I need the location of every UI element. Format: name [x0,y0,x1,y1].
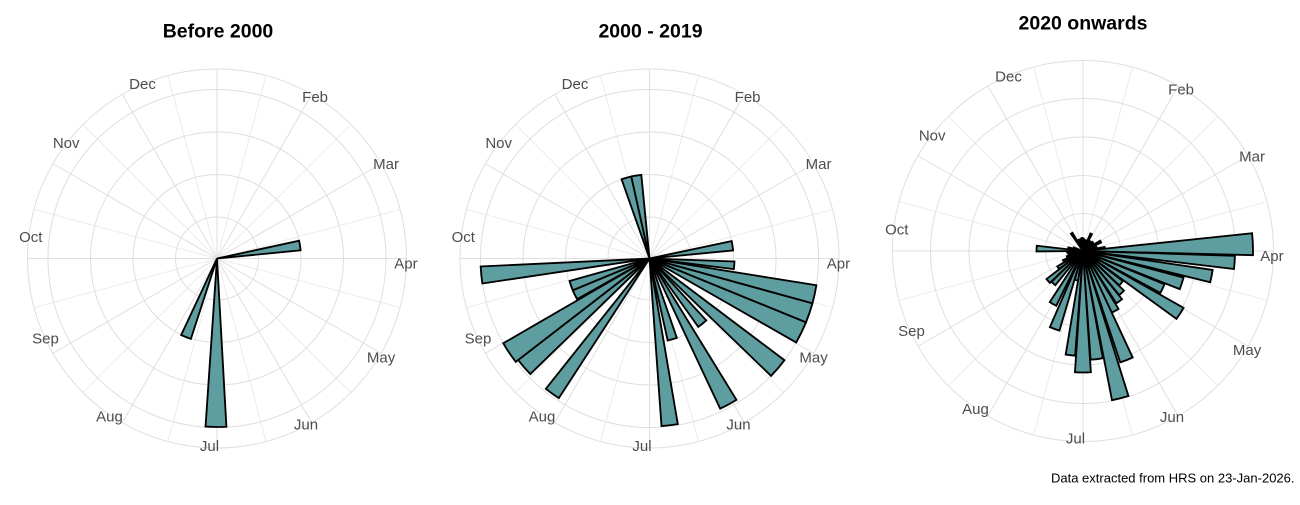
svg-text:Feb: Feb [735,89,761,106]
svg-text:Mar: Mar [373,156,399,173]
svg-text:Sep: Sep [465,331,492,348]
svg-text:Nov: Nov [919,128,946,145]
svg-text:Mar: Mar [806,156,832,173]
svg-text:Aug: Aug [962,401,989,418]
svg-text:Dec: Dec [995,68,1022,85]
svg-text:Aug: Aug [529,408,556,425]
svg-text:May: May [1233,342,1262,359]
svg-text:Mar: Mar [1239,148,1265,165]
svg-text:Jun: Jun [726,417,750,434]
svg-text:Dec: Dec [129,76,156,93]
svg-text:Jun: Jun [294,417,318,434]
svg-text:May: May [367,350,396,367]
svg-text:Jul: Jul [1066,431,1085,448]
svg-text:Feb: Feb [302,89,328,106]
svg-text:2000 - 2019: 2000 - 2019 [598,21,702,43]
svg-text:Sep: Sep [898,323,925,340]
svg-text:Feb: Feb [1168,81,1194,98]
svg-text:Oct: Oct [885,221,909,238]
svg-text:Sep: Sep [32,331,59,348]
svg-text:Apr: Apr [394,256,417,273]
svg-text:2020 onwards: 2020 onwards [1019,13,1148,35]
svg-text:Jul: Jul [200,438,219,455]
svg-text:Jun: Jun [1160,409,1184,426]
svg-text:Apr: Apr [827,256,850,273]
svg-text:Nov: Nov [53,135,80,152]
svg-text:May: May [799,350,828,367]
svg-text:Jul: Jul [632,438,651,455]
svg-text:Oct: Oct [452,229,476,246]
svg-text:Nov: Nov [485,135,512,152]
svg-text:Aug: Aug [96,408,123,425]
svg-text:Oct: Oct [19,229,43,246]
svg-text:Apr: Apr [1260,248,1283,265]
svg-text:Before 2000: Before 2000 [163,21,274,43]
svg-text:Data extracted from HRS on 23-: Data extracted from HRS on 23-Jan-2026. [1051,471,1295,486]
svg-text:Dec: Dec [562,76,589,93]
